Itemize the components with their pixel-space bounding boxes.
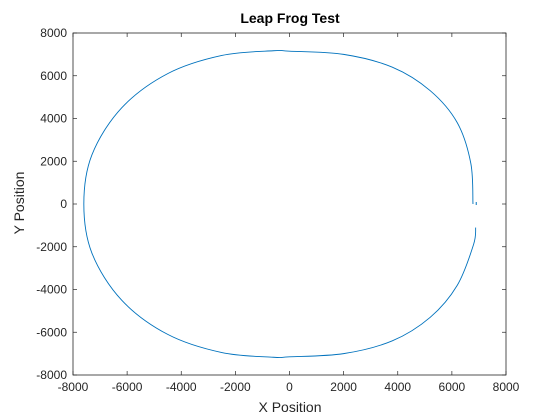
x-axis-label: X Position: [258, 399, 321, 415]
axes-frame: [72, 32, 507, 376]
x-tick-label: -4000: [166, 380, 197, 394]
axis-ticks: -8000 -6000 -4000 -2000 0 2000 4000 6000 8000 -80…: [36, 26, 519, 394]
y-tick-label: 4000: [40, 112, 67, 126]
y-tick-label: -2000: [36, 240, 67, 254]
y-tick-label: 2000: [40, 154, 67, 168]
chart-title: Leap Frog Test: [240, 10, 340, 26]
x-tick-label: 4000: [384, 380, 411, 394]
x-tick-label: -2000: [220, 380, 251, 394]
x-tick-label: -8000: [58, 380, 89, 394]
x-tick-label: 0: [286, 380, 293, 394]
series-line-0: [83, 49, 477, 359]
series-layer: [83, 49, 477, 359]
y-tick-label: 6000: [40, 69, 67, 83]
y-tick-label: -4000: [36, 283, 67, 297]
x-tick-label: 8000: [493, 380, 520, 394]
y-tick-label: 8000: [40, 26, 67, 40]
y-tick-label: -6000: [36, 325, 67, 339]
y-tick-label: 0: [60, 197, 67, 211]
x-tick-label: 2000: [330, 380, 357, 394]
x-tick-label: 6000: [439, 380, 466, 394]
x-tick-label: -6000: [112, 380, 143, 394]
y-tick-label: -8000: [36, 368, 67, 382]
y-axis-label: Y Position: [11, 172, 27, 235]
axes-box: [72, 32, 507, 376]
